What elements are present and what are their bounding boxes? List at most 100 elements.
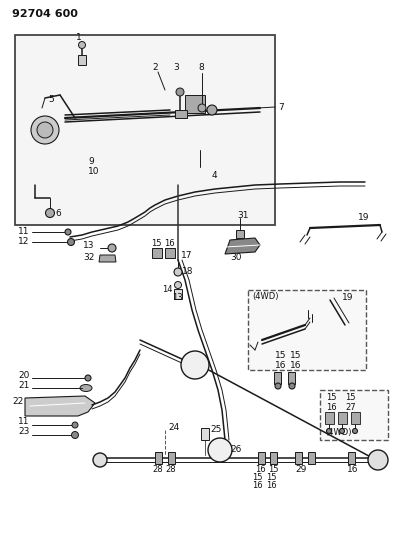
Text: 13: 13 [83, 240, 94, 249]
Bar [338, 412, 347, 424]
Bar [351, 412, 360, 424]
Circle shape [176, 88, 184, 96]
Text: 5: 5 [48, 95, 54, 104]
Bar [288, 372, 295, 384]
Bar [348, 452, 355, 464]
Text: 16: 16 [164, 238, 175, 247]
Text: 24: 24 [168, 424, 179, 432]
Circle shape [72, 422, 78, 428]
Text: 32: 32 [83, 254, 94, 262]
Bar [248, 290, 366, 370]
Text: 15: 15 [345, 392, 356, 401]
Bar [185, 95, 205, 113]
Text: 15: 15 [290, 351, 302, 359]
Text: 28: 28 [152, 465, 163, 474]
Bar [308, 452, 315, 464]
Bar [165, 248, 175, 258]
Circle shape [31, 116, 59, 144]
Circle shape [207, 105, 217, 115]
Bar [168, 452, 175, 464]
Text: 12: 12 [18, 238, 29, 246]
Text: 28: 28 [165, 465, 176, 474]
Circle shape [208, 438, 232, 462]
Text: 15: 15 [326, 392, 336, 401]
Text: 16: 16 [290, 360, 302, 369]
Text: 9: 9 [88, 157, 94, 166]
Text: 23: 23 [18, 427, 29, 437]
Circle shape [108, 244, 116, 252]
Bar [175, 110, 187, 118]
Text: 11: 11 [18, 417, 30, 426]
Text: 29: 29 [295, 465, 306, 474]
Text: 92704 600: 92704 600 [12, 9, 78, 19]
Text: 20: 20 [18, 370, 29, 379]
Text: 18: 18 [182, 268, 194, 277]
Text: 22: 22 [12, 398, 23, 407]
Circle shape [368, 450, 388, 470]
Polygon shape [25, 396, 95, 416]
Polygon shape [30, 155, 70, 175]
Bar [236, 230, 244, 238]
Text: 19: 19 [358, 214, 370, 222]
Circle shape [46, 208, 54, 217]
Ellipse shape [69, 168, 81, 175]
Text: 26: 26 [230, 446, 241, 455]
Circle shape [275, 383, 281, 389]
Circle shape [72, 432, 78, 439]
Circle shape [85, 375, 91, 381]
Circle shape [78, 42, 86, 49]
Text: 25: 25 [210, 425, 221, 434]
Circle shape [174, 268, 182, 276]
Bar [174, 289, 182, 299]
Bar [15, 35, 275, 225]
Text: 4: 4 [212, 171, 218, 180]
Circle shape [93, 453, 107, 467]
Text: (4WD): (4WD) [325, 427, 352, 437]
Text: 16: 16 [347, 465, 358, 474]
Text: 16: 16 [266, 481, 277, 490]
Text: 16: 16 [275, 360, 286, 369]
Text: 17: 17 [181, 252, 192, 261]
Text: 10: 10 [88, 167, 100, 176]
Bar [152, 248, 162, 258]
Text: 31: 31 [237, 211, 248, 220]
Text: 16: 16 [326, 402, 337, 411]
Polygon shape [170, 82, 198, 103]
Text: 15: 15 [252, 473, 262, 482]
Text: 27: 27 [345, 402, 356, 411]
Text: 15: 15 [275, 351, 286, 359]
Text: 19: 19 [342, 293, 354, 302]
Text: 15: 15 [266, 473, 276, 482]
Text: 6: 6 [55, 208, 61, 217]
Bar [258, 452, 265, 464]
Text: 21: 21 [18, 381, 29, 390]
Bar [201, 428, 209, 440]
Text: 1: 1 [76, 34, 82, 43]
Text: 16: 16 [252, 481, 263, 490]
Polygon shape [55, 108, 68, 122]
Text: 8: 8 [198, 63, 204, 72]
Text: 2: 2 [152, 63, 158, 72]
Text: 15: 15 [151, 238, 162, 247]
Ellipse shape [188, 171, 202, 179]
Circle shape [289, 383, 295, 389]
Circle shape [181, 351, 209, 379]
Circle shape [37, 122, 53, 138]
Polygon shape [155, 88, 168, 96]
Text: 13: 13 [172, 294, 183, 303]
Polygon shape [205, 102, 258, 118]
Text: 30: 30 [230, 254, 242, 262]
Text: (4WD): (4WD) [252, 293, 278, 302]
Bar [295, 452, 302, 464]
Text: 7: 7 [278, 102, 284, 111]
Polygon shape [25, 90, 65, 185]
Bar [270, 452, 277, 464]
Circle shape [340, 429, 344, 433]
Circle shape [352, 429, 358, 433]
Text: 15: 15 [268, 465, 278, 474]
Polygon shape [99, 255, 116, 262]
Text: 14: 14 [162, 285, 172, 294]
Text: 11: 11 [18, 228, 30, 237]
Bar [274, 372, 281, 384]
Ellipse shape [69, 158, 81, 166]
